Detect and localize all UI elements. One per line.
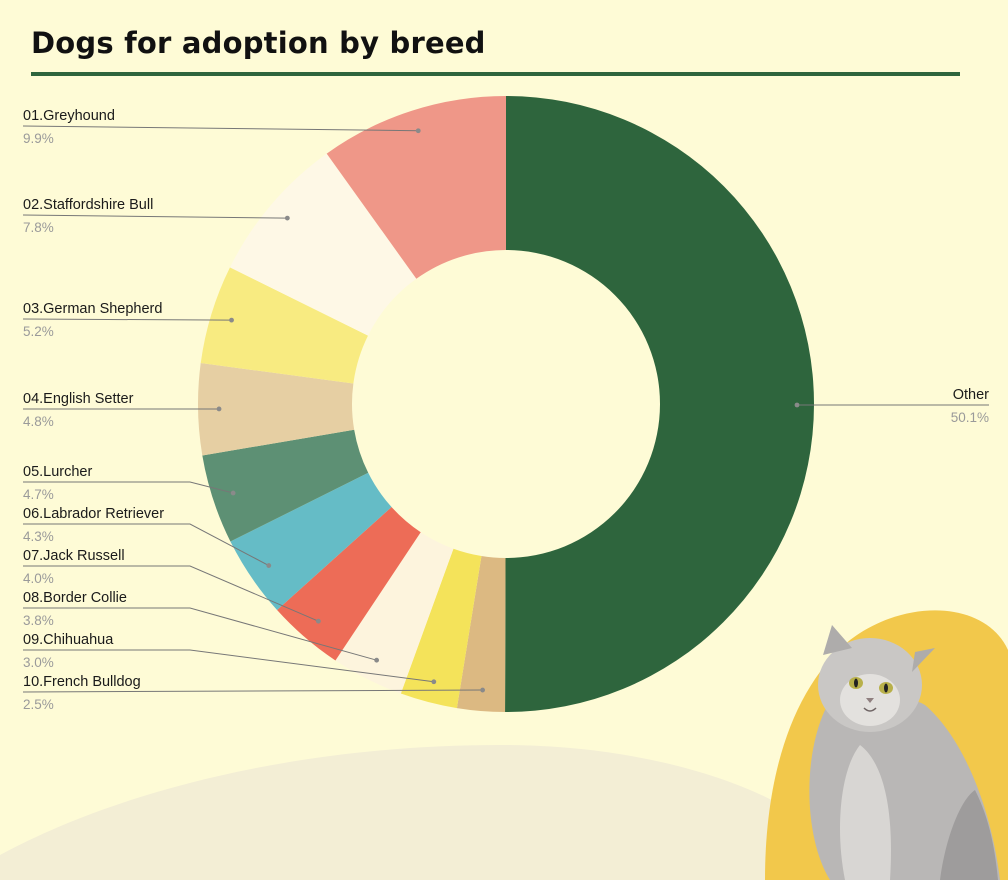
label-chihuahua: 09.Chihuahua — [23, 632, 114, 648]
leader-line-jack-russell — [23, 565, 319, 622]
leader-dot-border-collie — [374, 657, 380, 663]
slice-chihuahua — [400, 548, 482, 709]
slice-jack-russell — [277, 507, 421, 661]
slice-lurcher — [202, 429, 369, 542]
label-labrador-retriever: 06.Labrador Retriever — [23, 506, 164, 522]
value-labrador-retriever: 4.3% — [23, 529, 54, 544]
leader-dot-english-setter — [216, 406, 222, 412]
value-border-collie: 3.8% — [23, 613, 54, 628]
background-wave — [0, 745, 790, 880]
label-lurcher: 05.Lurcher — [23, 464, 92, 480]
leader-line-greyhound — [22, 125, 419, 132]
leader-dot-staffordshire-bull — [284, 215, 290, 221]
title-rule — [31, 72, 960, 76]
value-english-setter: 4.8% — [23, 414, 54, 429]
leader-dot-french-bulldog — [480, 687, 486, 693]
label-jack-russell: 07.Jack Russell — [23, 548, 125, 564]
leader-line-french-bulldog — [22, 689, 483, 693]
leader-line-german-shepherd — [22, 318, 232, 321]
leader-line-staffordshire-bull — [22, 214, 288, 219]
label-border-collie: 08.Border Collie — [23, 590, 127, 606]
leader-dot-lurcher — [230, 490, 236, 496]
leader-dot-other — [794, 402, 800, 408]
slice-french-bulldog — [456, 556, 506, 712]
slice-english-setter — [198, 363, 355, 456]
value-other: 50.1% — [951, 410, 989, 425]
label-french-bulldog: 10.French Bulldog — [23, 674, 141, 690]
slice-staffordshire-bull — [229, 153, 417, 336]
leader-dot-german-shepherd — [229, 317, 234, 323]
value-staffordshire-bull: 7.8% — [23, 220, 54, 235]
label-greyhound: 01.Greyhound — [23, 108, 115, 124]
slice-border-collie — [335, 532, 454, 694]
label-german-shepherd: 03.German Shepherd — [23, 301, 162, 317]
leader-line-border-collie — [23, 607, 377, 661]
leader-dot-chihuahua — [431, 679, 437, 685]
slice-other — [505, 96, 815, 712]
value-lurcher: 4.7% — [23, 487, 54, 502]
slice-labrador-retriever — [230, 472, 392, 611]
leader-line-lurcher — [23, 481, 234, 494]
leader-dot-labrador-retriever — [266, 563, 272, 568]
label-english-setter: 04.English Setter — [23, 391, 134, 407]
value-french-bulldog: 2.5% — [23, 697, 54, 712]
value-jack-russell: 4.0% — [23, 571, 54, 586]
page-title: Dogs for adoption by breed — [31, 26, 486, 60]
leader-line-chihuahua — [23, 649, 434, 683]
slice-greyhound — [326, 96, 506, 279]
leader-line-labrador-retriever — [23, 523, 270, 566]
leader-dot-greyhound — [415, 128, 421, 134]
leader-dot-jack-russell — [315, 618, 321, 624]
value-chihuahua: 3.0% — [23, 655, 54, 670]
value-german-shepherd: 5.2% — [23, 324, 54, 339]
label-other: Other — [953, 387, 989, 403]
label-staffordshire-bull: 02.Staffordshire Bull — [23, 197, 153, 213]
slice-german-shepherd — [200, 267, 368, 384]
value-greyhound: 9.9% — [23, 131, 54, 146]
cat-photo — [809, 625, 1000, 880]
